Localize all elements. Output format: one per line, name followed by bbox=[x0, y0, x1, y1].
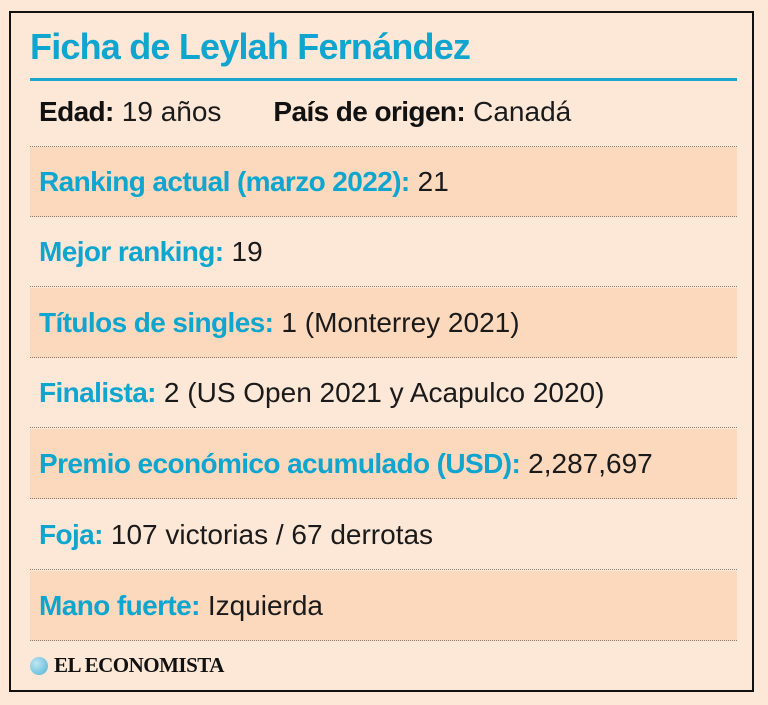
row-label: Mano fuerte: bbox=[39, 589, 200, 621]
globe-icon bbox=[30, 656, 48, 675]
row-finalista: Finalista: 2 (US Open 2021 y Acapulco 202… bbox=[30, 358, 737, 428]
row-label: Foja: bbox=[39, 518, 103, 550]
row-label: Ranking actual (marzo 2022): bbox=[39, 165, 410, 197]
row-label: Finalista: bbox=[39, 376, 157, 408]
row-value: 1 (Monterrey 2021) bbox=[281, 306, 520, 338]
edad-value: 19 años bbox=[121, 95, 222, 127]
info-card bbox=[9, 11, 754, 692]
row-value: 2,287,697 bbox=[528, 447, 653, 479]
row-value: 2 (US Open 2021 y Acapulco 2020) bbox=[163, 376, 605, 408]
card-title: Ficha de Leylah Fernández bbox=[30, 26, 471, 67]
row-titulos: Títulos de singles: 1 (Monterrey 2021) bbox=[30, 288, 737, 358]
row-foja: Foja: 107 victorias / 67 derrotas bbox=[30, 500, 737, 570]
logo-text: EL ECONOMISTA bbox=[54, 653, 224, 677]
row-value: 107 victorias / 67 derrotas bbox=[110, 518, 434, 550]
row-value: 19 bbox=[231, 235, 263, 267]
row-label: Títulos de singles: bbox=[39, 306, 274, 338]
row-mano-fuerte: Mano fuerte: Izquierda bbox=[30, 571, 737, 641]
row-value: Izquierda bbox=[207, 589, 323, 621]
row-edad-pais: Edad: 19 años País de origen: Canadá bbox=[30, 77, 737, 147]
el-economista-logo: EL ECONOMISTA bbox=[30, 653, 224, 678]
pais-value: Canadá bbox=[473, 95, 572, 127]
edad-label: Edad: bbox=[39, 95, 114, 127]
pais-label: País de origen: bbox=[273, 95, 466, 127]
row-mejor-ranking: Mejor ranking: 19 bbox=[30, 217, 737, 287]
row-value: 21 bbox=[417, 165, 449, 197]
row-label: Mejor ranking: bbox=[39, 235, 224, 267]
title-divider bbox=[30, 78, 737, 81]
row-ranking-actual: Ranking actual (marzo 2022): 21 bbox=[30, 147, 737, 217]
row-label: Premio económico acumulado (USD): bbox=[39, 447, 521, 479]
row-premio: Premio económico acumulado (USD): 2,287,6… bbox=[30, 429, 737, 499]
